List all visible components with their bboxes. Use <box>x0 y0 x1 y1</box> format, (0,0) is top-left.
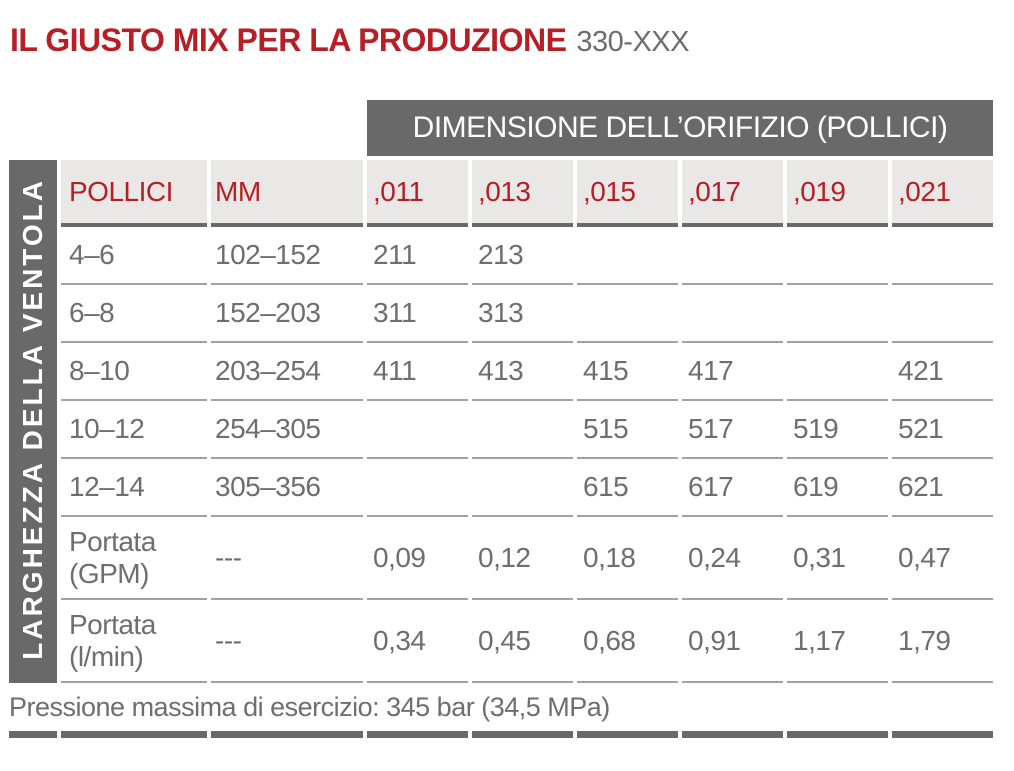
value-cell-011 <box>367 459 468 517</box>
column-header-row: LARGHEZZA DELLA VENTOLA POLLICI MM ,011 … <box>9 160 994 683</box>
value-cell-015 <box>577 227 678 285</box>
column-header-019: ,019 <box>787 160 888 227</box>
value-cell-015: 0,68 <box>577 600 678 683</box>
bottom-rule-segment <box>61 731 207 738</box>
max-pressure-note: Pressione massima di esercizio: 345 bar … <box>9 691 610 722</box>
table-row: 4–6 102–152 211 213 <box>9 227 994 285</box>
page-title: IL GIUSTO MIX PER LA PRODUZIONE <box>10 22 567 58</box>
table-row: Portata (GPM) --- 0,09 0,12 0,18 0,24 0,… <box>9 517 994 600</box>
fan-width-pollici-cell: 12–14 <box>61 459 207 517</box>
value-cell-011: 311 <box>367 285 468 343</box>
fan-width-pollici-cell: 8–10 <box>61 343 207 401</box>
max-pressure-row: Pressione massima di esercizio: 345 bar … <box>9 683 993 731</box>
value-cell-017 <box>682 227 783 285</box>
value-cell-011: 0,34 <box>367 600 468 683</box>
table-row: 6–8 152–203 311 313 <box>9 285 994 343</box>
value-cell-019: 0,31 <box>787 517 888 600</box>
fan-width-pollici-cell: 6–8 <box>61 285 207 343</box>
column-header-pollici: POLLICI <box>61 160 207 227</box>
value-cell-019 <box>787 285 888 343</box>
value-cell-019 <box>787 227 888 285</box>
fan-width-mm-cell: --- <box>211 517 363 600</box>
bottom-rule-segment <box>682 731 783 738</box>
fan-width-mm-cell: 305–356 <box>211 459 363 517</box>
value-cell-015 <box>577 285 678 343</box>
value-cell-021 <box>892 285 994 343</box>
value-cell-013: 0,45 <box>472 600 573 683</box>
value-cell-013: 413 <box>472 343 573 401</box>
value-cell-013: 313 <box>472 285 573 343</box>
bottom-rule-row <box>9 731 994 738</box>
bottom-rule-segment <box>9 731 57 738</box>
value-cell-017: 417 <box>682 343 783 401</box>
bottom-rule-segment <box>211 731 363 738</box>
table-row: Portata (l/min) --- 0,34 0,45 0,68 0,91 … <box>9 600 994 683</box>
value-cell-013 <box>472 401 573 459</box>
fan-width-mm-cell: 203–254 <box>211 343 363 401</box>
page-title-row: IL GIUSTO MIX PER LA PRODUZIONE 330-XXX <box>10 22 1014 62</box>
value-cell-021: 0,47 <box>892 517 994 600</box>
value-cell-015: 415 <box>577 343 678 401</box>
value-cell-019: 519 <box>787 401 888 459</box>
bottom-rule-segment <box>472 731 573 738</box>
column-header-mm: MM <box>211 160 363 227</box>
value-cell-011: 0,09 <box>367 517 468 600</box>
value-cell-017 <box>682 285 783 343</box>
value-cell-021: 521 <box>892 401 994 459</box>
column-header-011: ,011 <box>367 160 468 227</box>
fan-width-pollici-cell: Portata (l/min) <box>61 600 207 683</box>
value-cell-021 <box>892 227 994 285</box>
value-cell-017: 517 <box>682 401 783 459</box>
orifice-header-spacer <box>9 100 363 160</box>
value-cell-011: 211 <box>367 227 468 285</box>
value-cell-021: 421 <box>892 343 994 401</box>
fan-width-mm-cell: 152–203 <box>211 285 363 343</box>
fan-width-mm-cell: --- <box>211 600 363 683</box>
value-cell-015: 515 <box>577 401 678 459</box>
page-title-code: 330-XXX <box>576 26 689 58</box>
fan-width-pollici-cell: Portata (GPM) <box>61 517 207 600</box>
table-row: 12–14 305–356 615 617 619 621 <box>9 459 994 517</box>
fan-width-mm-cell: 254–305 <box>211 401 363 459</box>
orifice-size-header: DIMENSIONE DELL’ORIFIZIO (POLLICI) <box>367 100 994 160</box>
table-row: 8–10 203–254 411 413 415 417 421 <box>9 343 994 401</box>
value-cell-013 <box>472 459 573 517</box>
bottom-rule-segment <box>787 731 888 738</box>
bottom-rule-segment <box>577 731 678 738</box>
bottom-rule-segment <box>367 731 468 738</box>
value-cell-017: 617 <box>682 459 783 517</box>
value-cell-017: 0,91 <box>682 600 783 683</box>
value-cell-013: 213 <box>472 227 573 285</box>
value-cell-015: 615 <box>577 459 678 517</box>
value-cell-019: 1,17 <box>787 600 888 683</box>
column-header-021: ,021 <box>892 160 994 227</box>
value-cell-021: 1,79 <box>892 600 994 683</box>
fan-width-side-label: LARGHEZZA DELLA VENTOLA <box>17 178 48 660</box>
value-cell-017: 0,24 <box>682 517 783 600</box>
value-cell-011: 411 <box>367 343 468 401</box>
value-cell-013: 0,12 <box>472 517 573 600</box>
page: IL GIUSTO MIX PER LA PRODUZIONE 330-XXX D… <box>0 22 1014 771</box>
fan-width-pollici-cell: 4–6 <box>61 227 207 285</box>
column-header-015: ,015 <box>577 160 678 227</box>
value-cell-021: 621 <box>892 459 994 517</box>
value-cell-019 <box>787 343 888 401</box>
table-row: 10–12 254–305 515 517 519 521 <box>9 401 994 459</box>
fan-width-side-bar: LARGHEZZA DELLA VENTOLA <box>9 160 57 683</box>
fan-width-pollici-cell: 10–12 <box>61 401 207 459</box>
column-header-013: ,013 <box>472 160 573 227</box>
value-cell-015: 0,18 <box>577 517 678 600</box>
value-cell-019: 619 <box>787 459 888 517</box>
fan-width-mm-cell: 102–152 <box>211 227 363 285</box>
production-mix-table: DIMENSIONE DELL’ORIFIZIO (POLLICI) LARGH… <box>5 100 997 738</box>
value-cell-011 <box>367 401 468 459</box>
bottom-rule-segment <box>892 731 994 738</box>
column-header-017: ,017 <box>682 160 783 227</box>
orifice-header-row: DIMENSIONE DELL’ORIFIZIO (POLLICI) <box>9 100 994 160</box>
